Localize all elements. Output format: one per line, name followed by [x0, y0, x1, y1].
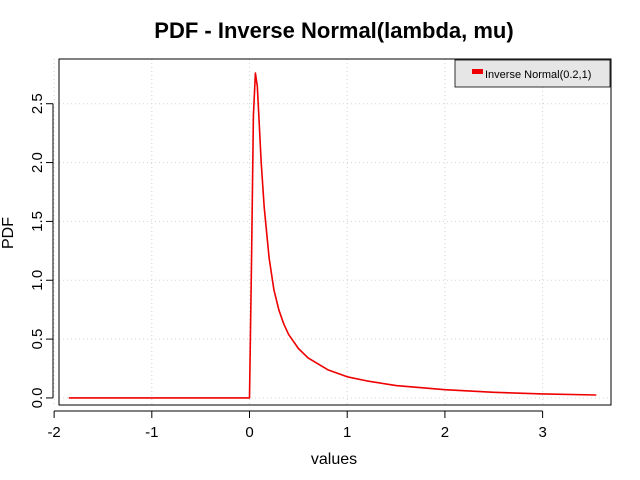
grid	[53, 59, 611, 405]
y-tick-label: 2.5	[29, 93, 46, 114]
x-axis: -2 -1 0 1 2 3	[47, 410, 547, 441]
plot-frame	[58, 58, 612, 406]
y-axis-label: PDF	[0, 217, 17, 249]
x-tick-label: 2	[441, 424, 449, 441]
chart-title: PDF - Inverse Normal(lambda, mu)	[154, 18, 513, 43]
series-layer	[68, 72, 597, 399]
x-tick-label: -2	[47, 424, 60, 441]
y-tick-label: 1.5	[29, 211, 46, 232]
y-axis: 0.0 0.5 1.0 1.5 2.0 2.5	[29, 93, 54, 409]
y-tick-label: 2.0	[29, 152, 46, 173]
x-tick-label: 1	[343, 424, 351, 441]
y-tick-label: 0.5	[29, 329, 46, 350]
legend-entry: Inverse Normal(0.2,1)	[485, 69, 591, 81]
y-tick-label: 0.0	[29, 388, 46, 409]
x-tick-label: 3	[538, 424, 546, 441]
series-line	[68, 72, 597, 399]
legend-swatch	[472, 69, 483, 74]
x-axis-label: values	[311, 451, 357, 468]
x-tick-label: 0	[245, 424, 253, 441]
legend: Inverse Normal(0.2,1)	[454, 59, 611, 88]
x-tick-label: -1	[145, 424, 158, 441]
y-tick-label: 1.0	[29, 270, 46, 291]
